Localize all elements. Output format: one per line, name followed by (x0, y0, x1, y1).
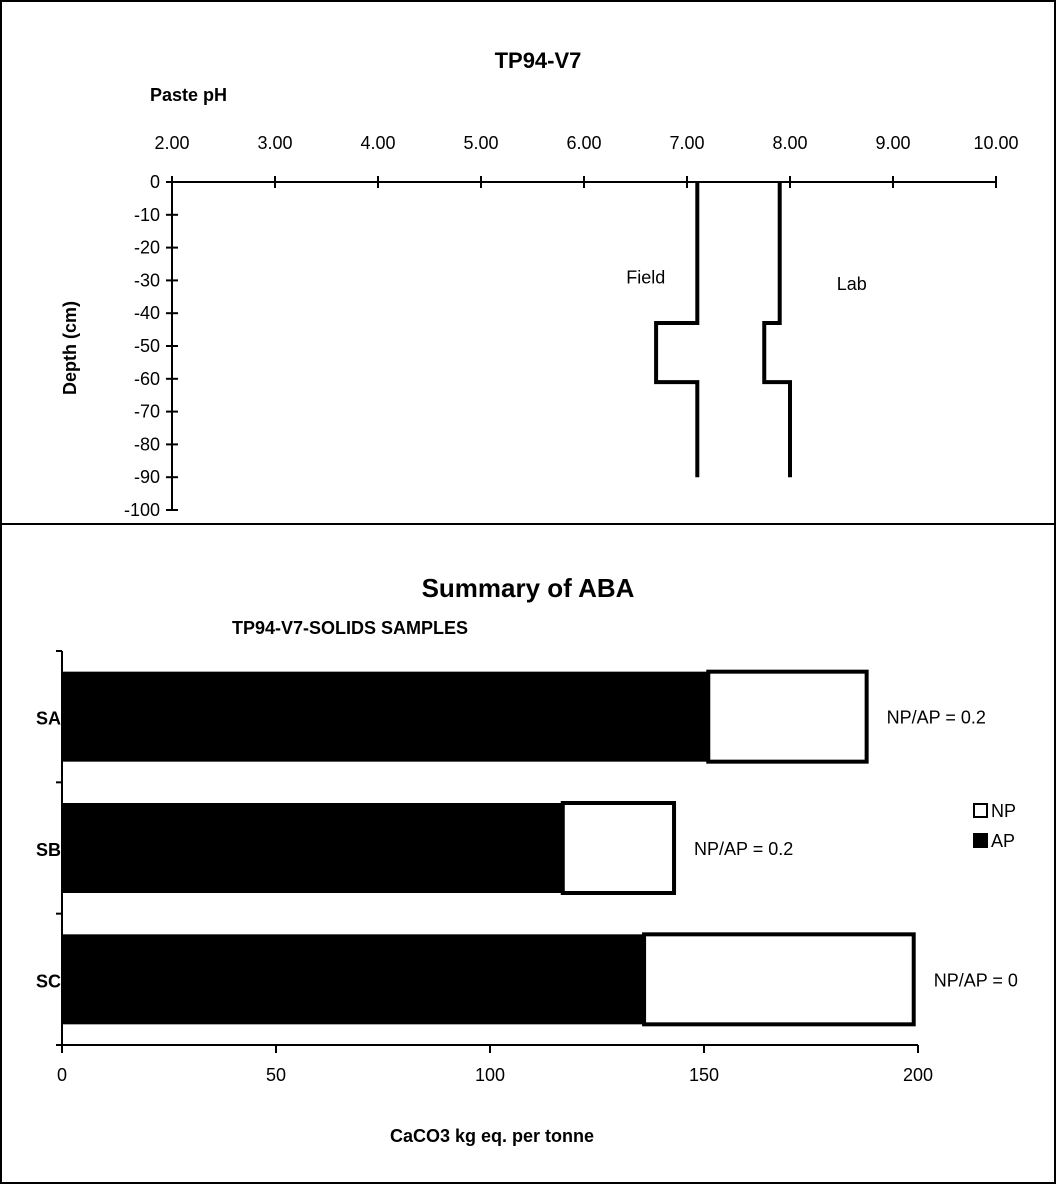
y-axis-label: Depth (cm) (60, 301, 80, 395)
y-tick-label: -80 (134, 434, 160, 454)
y-tick-label: -60 (134, 369, 160, 389)
bar-np (706, 669, 869, 764)
x-tick-label: 4.00 (360, 133, 395, 153)
y-tick-label: -20 (134, 238, 160, 258)
x-tick-label: 10.00 (973, 133, 1018, 153)
chart-subtitle: TP94-V7-SOLIDS SAMPLES (232, 618, 468, 638)
x-tick-label: 0 (57, 1065, 67, 1085)
bar-ap (62, 671, 709, 762)
category-label: SB (36, 840, 61, 860)
y-tick-label: -50 (134, 336, 160, 356)
x-tick-label: 3.00 (257, 133, 292, 153)
category-label: SA (36, 709, 61, 729)
bar-np (642, 932, 916, 1027)
y-tick-label: -70 (134, 402, 160, 422)
category-labels: SA SB SC (36, 709, 61, 992)
aba-summary-chart: Summary of ABA TP94-V7-SOLIDS SAMPLES Ca… (36, 573, 1018, 1146)
y-tick-label: -90 (134, 467, 160, 487)
legend-label: AP (991, 831, 1015, 851)
x-tick-label: 150 (689, 1065, 719, 1085)
chart-title: Summary of ABA (422, 573, 635, 603)
series-labels: Field Lab (626, 268, 867, 295)
ratio-annotation: NP/AP = 0 (934, 970, 1018, 990)
x-tick-label: 5.00 (463, 133, 498, 153)
ph-profile-chart: TP94-V7 Paste pH Depth (cm) 2.00 3.00 4.00… (60, 48, 1019, 520)
legend-swatch-ap (973, 833, 988, 848)
ratio-annotation: NP/AP = 0.2 (887, 708, 986, 728)
ratio-annotation: NP/AP = 0.2 (694, 839, 793, 859)
x-axis-label: CaCO3 kg eq. per tonne (390, 1126, 594, 1146)
y-tick-label: -30 (134, 270, 160, 290)
bar-ap (62, 803, 563, 893)
x-tick-label: 50 (266, 1065, 286, 1085)
legend-label: NP (991, 801, 1016, 821)
ph-profile-panel: TP94-V7 Paste pH Depth (cm) 2.00 3.00 4.00… (0, 0, 1056, 525)
axes: 0 50 100 150 200 (56, 650, 933, 1085)
x-tick-label: 9.00 (875, 133, 910, 153)
x-tick-label: 100 (475, 1065, 505, 1085)
aba-summary-panel: Summary of ABA TP94-V7-SOLIDS SAMPLES Ca… (0, 523, 1056, 1184)
category-label: SC (36, 971, 61, 991)
y-tick-label: 0 (150, 172, 160, 192)
legend: NP AP (973, 801, 1016, 851)
series-line-field (654, 182, 700, 478)
x-tick-label: 2.00 (154, 133, 189, 153)
ratio-annotations: NP/AP = 0.2 NP/AP = 0.2 NP/AP = 0 (694, 708, 1018, 991)
bars-group (62, 669, 916, 1027)
series-label: Field (626, 268, 665, 288)
x-tick-label: 200 (903, 1065, 933, 1085)
series-line-lab (762, 182, 792, 478)
chart-title: TP94-V7 (495, 48, 582, 73)
bar-ap (62, 934, 645, 1025)
x-axis-label: Paste pH (150, 85, 227, 105)
axes: 2.00 3.00 4.00 5.00 6.00 7.00 8.00 9.00 10.00 0 -1… (124, 133, 1019, 520)
bar-np (560, 801, 677, 895)
x-tick-label: 7.00 (669, 133, 704, 153)
y-tick-label: -10 (134, 205, 160, 225)
legend-swatch-np (973, 803, 988, 818)
y-tick-label: -40 (134, 303, 160, 323)
y-tick-label: -100 (124, 500, 160, 520)
series-group (654, 182, 792, 478)
x-tick-label: 8.00 (772, 133, 807, 153)
series-label: Lab (837, 274, 867, 294)
x-tick-label: 6.00 (566, 133, 601, 153)
